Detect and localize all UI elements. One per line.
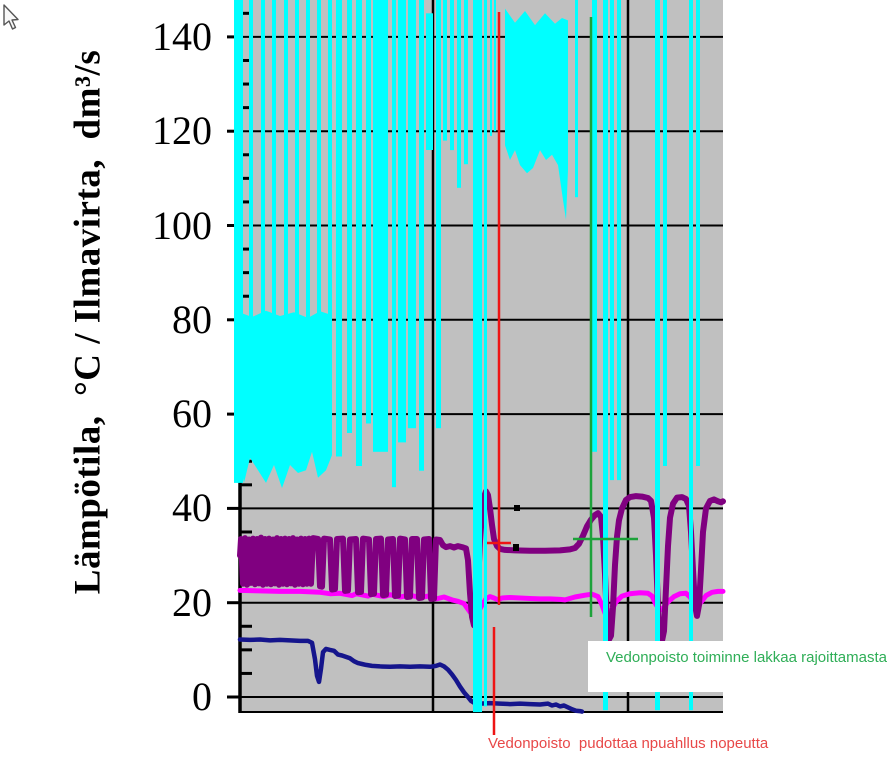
airflow-spike	[261, 0, 265, 405]
y-tick-label: 120	[152, 108, 212, 154]
y-axis-title: Lämpötila, °C / Ilmavirta, dm³/s	[67, 49, 109, 595]
outdoor-temp-blue	[237, 637, 585, 714]
airflow-spike	[249, 0, 253, 405]
airflow-spike	[592, 0, 597, 452]
airflow-spike	[494, 0, 496, 132]
airflow-spike	[419, 0, 424, 471]
airflow-spike	[689, 0, 693, 711]
airflow-spike	[398, 0, 406, 443]
black-square-marker	[513, 544, 519, 551]
airflow-spike	[457, 0, 461, 188]
airflow-spike	[366, 0, 371, 424]
airflow-spike	[336, 0, 342, 457]
annotation-red-label: Vedonpoisto pudottaa npuahllus nopeutta	[488, 735, 769, 752]
airflow-spike	[373, 0, 388, 452]
y-tick-label: 100	[152, 202, 212, 248]
airflow-spike	[464, 0, 468, 165]
airflow-spike	[663, 0, 667, 466]
airflow-spike	[436, 0, 441, 429]
airflow-spike	[443, 0, 447, 141]
airflow-spike	[272, 0, 276, 405]
y-tick-label: 20	[172, 579, 212, 625]
y-tick-label: 40	[172, 485, 212, 531]
airflow-spike	[356, 0, 362, 466]
y-tick-label: 140	[152, 13, 212, 59]
airflow-spike	[696, 0, 700, 466]
airflow-spike	[408, 0, 416, 429]
supply-temp-purple	[237, 488, 726, 644]
airflow-spike	[295, 0, 299, 405]
airflow-spike	[450, 0, 454, 151]
black-square-marker	[514, 505, 520, 511]
y-tick-label: 0	[192, 674, 212, 719]
y-tick-label: 80	[172, 296, 212, 342]
y-tick-label: 60	[172, 391, 212, 437]
airflow-spike	[490, 0, 492, 136]
airflow-spike	[426, 13, 433, 150]
airflow-spike	[655, 0, 660, 711]
mouse-cursor-icon	[3, 4, 19, 30]
airflow-spike	[473, 0, 482, 713]
airflow-spike	[617, 0, 621, 481]
airflow-spike	[347, 0, 352, 433]
green-annotation-box	[588, 641, 889, 692]
airflow-spike	[392, 0, 396, 488]
airflow-high-blob-mid	[505, 8, 568, 220]
airflow-spike	[284, 0, 288, 405]
airflow-spike	[328, 0, 332, 405]
airflow-spike	[610, 0, 614, 481]
airflow-spike	[306, 0, 310, 405]
airflow-spike	[234, 0, 243, 483]
annotation-green-label: Vedonpoisto toiminne lakkaa rajoittamast…	[606, 649, 888, 666]
airflow-spike	[484, 0, 487, 707]
airflow-spike	[317, 0, 321, 405]
airflow-spike	[575, 0, 578, 198]
airflow-spike	[603, 0, 608, 711]
